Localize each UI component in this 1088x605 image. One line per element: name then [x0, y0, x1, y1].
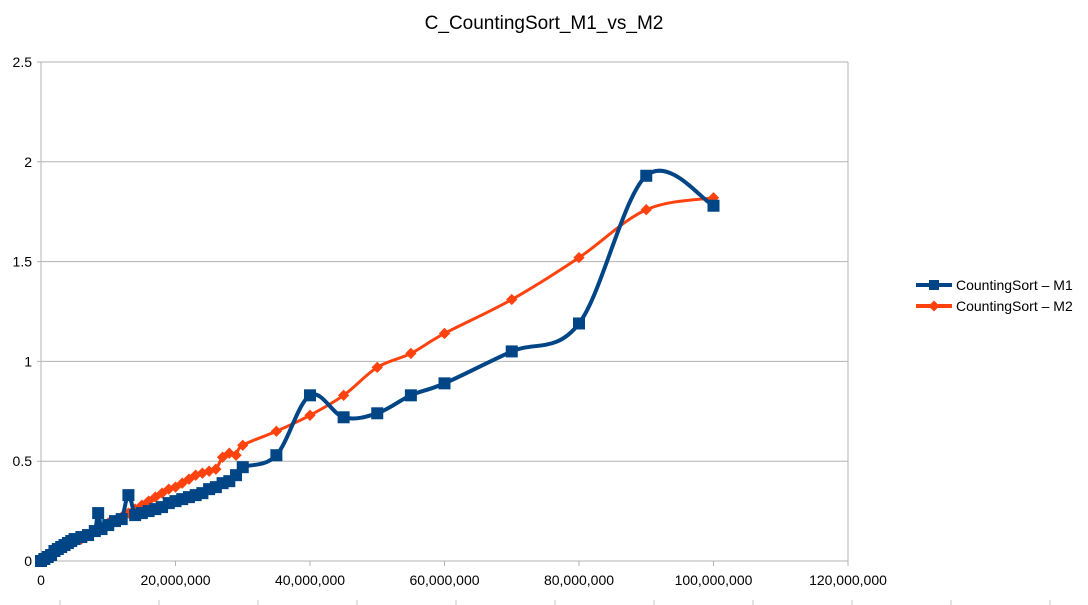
svg-text:60,000,000: 60,000,000 — [409, 572, 479, 588]
square-marker-icon — [640, 169, 653, 182]
square-marker-icon — [438, 377, 451, 390]
diamond-marker-icon — [270, 425, 283, 437]
diamond-marker-icon — [230, 449, 242, 461]
axes — [40, 62, 849, 566]
legend-swatch-m1 — [916, 279, 952, 290]
square-marker-icon — [270, 449, 283, 462]
chart-title: C_CountingSort_M1_vs_M2 — [424, 13, 664, 34]
svg-text:1.5: 1.5 — [13, 254, 33, 270]
tick-labels: 0 0.5 1 1.5 2 2.5 0 20,000,000 40,000,000 60,000,… — [13, 54, 888, 588]
gridlines — [37, 61, 848, 562]
square-marker-icon — [505, 345, 518, 358]
svg-text:80,000,000: 80,000,000 — [544, 572, 614, 588]
svg-text:100,000,000: 100,000,000 — [675, 572, 753, 588]
square-marker-icon — [573, 317, 585, 330]
square-marker-icon — [304, 389, 316, 402]
diamond-marker-icon — [928, 299, 940, 312]
diamond-marker-icon — [573, 251, 585, 264]
square-marker-icon — [142, 505, 155, 518]
square-marker-icon — [122, 489, 135, 502]
square-marker-icon — [115, 513, 128, 526]
legend-item-m2: CountingSort – M2 — [916, 295, 1073, 316]
svg-text:0: 0 — [37, 572, 45, 588]
svg-text:120,000,000: 120,000,000 — [809, 572, 887, 588]
diamond-marker-icon — [506, 293, 518, 306]
svg-text:40,000,000: 40,000,000 — [275, 572, 345, 588]
square-marker-icon — [404, 389, 417, 402]
square-marker-icon — [929, 279, 939, 290]
series-m1 — [35, 168, 720, 567]
svg-text:1: 1 — [24, 353, 32, 369]
diamond-marker-icon — [640, 204, 652, 216]
diamond-marker-icon — [438, 327, 451, 340]
legend-item-m1: CountingSort – M1 — [916, 274, 1073, 295]
square-marker-icon — [707, 199, 720, 212]
legend-label-m2: CountingSort – M2 — [956, 297, 1073, 314]
svg-text:0: 0 — [24, 553, 32, 569]
bottom-ruler-ticks — [59, 600, 1051, 605]
diamond-marker-icon — [304, 409, 316, 421]
svg-text:0.5: 0.5 — [13, 453, 33, 469]
diamond-marker-icon — [210, 463, 222, 475]
legend: CountingSort – M1 CountingSort – M2 — [916, 274, 1073, 316]
diamond-marker-icon — [371, 361, 383, 374]
legend-label-m1: CountingSort – M1 — [956, 276, 1073, 293]
square-marker-icon — [92, 507, 105, 520]
square-marker-icon — [337, 411, 350, 424]
series-layer — [35, 168, 720, 567]
svg-text:20,000,000: 20,000,000 — [140, 572, 210, 588]
diamond-marker-icon — [405, 347, 417, 360]
legend-swatch-m2 — [916, 299, 952, 312]
svg-text:2: 2 — [24, 154, 32, 170]
diamond-marker-icon — [337, 389, 350, 401]
square-marker-icon — [236, 461, 249, 474]
svg-text:2.5: 2.5 — [13, 54, 33, 70]
square-marker-icon — [371, 407, 384, 420]
diamond-marker-icon — [237, 439, 249, 451]
